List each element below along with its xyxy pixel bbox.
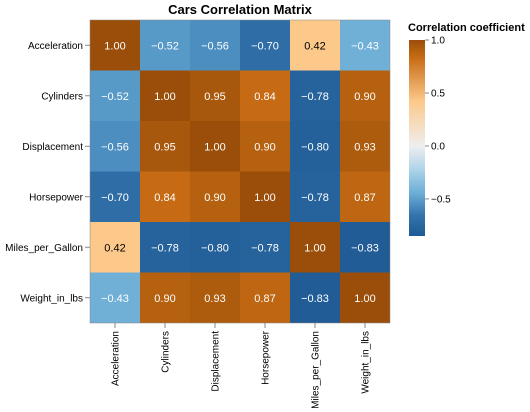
heatmap-cell (340, 121, 390, 172)
x-tick-label: Acceleration (111, 331, 122, 386)
heatmap-cell-label: 0.93 (354, 141, 375, 153)
heatmap-cell (140, 70, 190, 121)
heatmap-cell (140, 171, 190, 222)
heatmap-cell (290, 171, 340, 222)
heatmap-cell (290, 222, 340, 273)
heatmap-cell (90, 171, 140, 222)
heatmap-cell-label: −0.52 (151, 40, 179, 52)
heatmap-cell (340, 171, 390, 222)
heatmap-cells (89, 19, 391, 324)
heatmap-cell (90, 121, 140, 172)
heatmap-cell-label: 0.84 (254, 91, 275, 103)
heatmap-cell (240, 171, 290, 222)
heatmap-cell (240, 222, 290, 273)
heatmap-cell (240, 70, 290, 121)
heatmap-cell-label: 1.00 (104, 40, 125, 52)
x-tick-label: Displacement (211, 331, 222, 392)
heatmap-cell (290, 20, 340, 71)
heatmap-cell-label: −0.52 (101, 91, 129, 103)
heatmap-cell (90, 20, 140, 71)
heatmap-cell (190, 222, 240, 273)
legend-ticks: 1.0 0.5 0.0 −0.5 (425, 36, 451, 205)
heatmap-cell (290, 272, 340, 323)
heatmap-cell (140, 121, 190, 172)
legend-title: Correlation coefficient (408, 22, 525, 34)
heatmap-cell-label: −0.80 (301, 141, 329, 153)
x-axis: Acceleration Cylinders Displacement Horsepo… (111, 323, 372, 409)
heatmap-cell (340, 222, 390, 273)
heatmap-cell-label: −0.43 (101, 293, 129, 305)
heatmap-cell (290, 70, 340, 121)
heatmap-border (89, 19, 391, 324)
heatmap-cell (340, 20, 390, 71)
heatmap-cell (190, 121, 240, 172)
heatmap-cell (240, 20, 290, 71)
heatmap-cell (90, 70, 140, 121)
heatmap-cell-label: 0.90 (204, 192, 225, 204)
heatmap-cell-label: 0.84 (154, 192, 175, 204)
y-tick-label: Weight_in_lbs (20, 293, 83, 304)
heatmap-cell (190, 171, 240, 222)
heatmap-cell (140, 20, 190, 71)
heatmap-cell-label: 1.00 (354, 293, 375, 305)
heatmap-cell-label: 0.90 (354, 91, 375, 103)
heatmap-cell-label: 0.87 (254, 293, 275, 305)
heatmap-cell-label: −0.83 (351, 242, 379, 254)
heatmap-cell-label: −0.78 (151, 242, 179, 254)
y-tick-label: Horsepower (29, 192, 84, 203)
legend-tick-label: 0.0 (431, 141, 445, 152)
heatmap-cell-label: −0.78 (251, 242, 279, 254)
heatmap-cell-label: −0.43 (351, 40, 379, 52)
heatmap-cell (90, 272, 140, 323)
heatmap-cell (140, 222, 190, 273)
heatmap-cell-label: −0.56 (101, 141, 129, 153)
heatmap-cell (290, 121, 340, 172)
y-tick-label: Cylinders (41, 91, 83, 102)
heatmap-cell-label: −0.56 (201, 40, 229, 52)
y-tick-label: Acceleration (28, 41, 83, 52)
x-tick-label: Horsepower (261, 330, 272, 385)
heatmap-cell-label: 0.87 (354, 192, 375, 204)
x-tick-label: Weight_in_lbs (361, 331, 372, 394)
heatmap-cell-label: 0.42 (104, 242, 125, 254)
heatmap-cell (340, 70, 390, 121)
heatmap-cell-label: 0.93 (204, 293, 225, 305)
heatmap-cell-label: 0.90 (154, 293, 175, 305)
heatmap-cell (240, 121, 290, 172)
y-tick-label: Displacement (22, 142, 83, 153)
heatmap-cell-label: 0.90 (254, 141, 275, 153)
heatmap-cell (190, 272, 240, 323)
heatmap-cell-label: −0.78 (301, 91, 329, 103)
heatmap-cell-label: −0.78 (301, 192, 329, 204)
heatmap-cell-label: 1.00 (204, 141, 225, 153)
legend-tick-label: 0.5 (431, 88, 445, 99)
legend-color-bar (409, 40, 425, 236)
heatmap-cell (140, 272, 190, 323)
heatmap-cell (340, 272, 390, 323)
heatmap-cell (240, 272, 290, 323)
heatmap-cell-label: −0.70 (101, 192, 129, 204)
heatmap-cell-label: −0.80 (201, 242, 229, 254)
heatmap-cell-label: 1.00 (254, 192, 275, 204)
legend-tick-label: 1.0 (431, 36, 445, 47)
heatmap-cell-label: 1.00 (304, 242, 325, 254)
heatmap-cell (190, 70, 240, 121)
heatmap-cell-label: 0.95 (204, 91, 225, 103)
chart-title: Cars Correlation Matrix (168, 2, 313, 17)
heatmap-cell-label: 0.95 (154, 141, 175, 153)
heatmap-cell (90, 222, 140, 273)
heatmap-cell-labels: 1.00 −0.52 −0.56 −0.70 0.42 −0.43 −0.52 1.00 0.9… (101, 40, 379, 305)
y-axis: Acceleration Cylinders Displacement Horsepo… (5, 41, 90, 304)
heatmap-cell-label: −0.70 (251, 40, 279, 52)
x-tick-label: Cylinders (161, 331, 172, 373)
legend-tick-label: −0.5 (431, 194, 451, 205)
heatmap-cell-label: 0.42 (304, 40, 325, 52)
heatmap-cell-label: −0.83 (301, 293, 329, 305)
x-tick-label: Miles_per_Gallon (311, 331, 322, 409)
heatmap-cell-label: 1.00 (154, 91, 175, 103)
legend: Correlation coefficient 1.0 0.5 0.0 −0.5 (408, 22, 525, 236)
y-tick-label: Miles_per_Gallon (5, 243, 83, 254)
heatmap-cell (190, 20, 240, 71)
